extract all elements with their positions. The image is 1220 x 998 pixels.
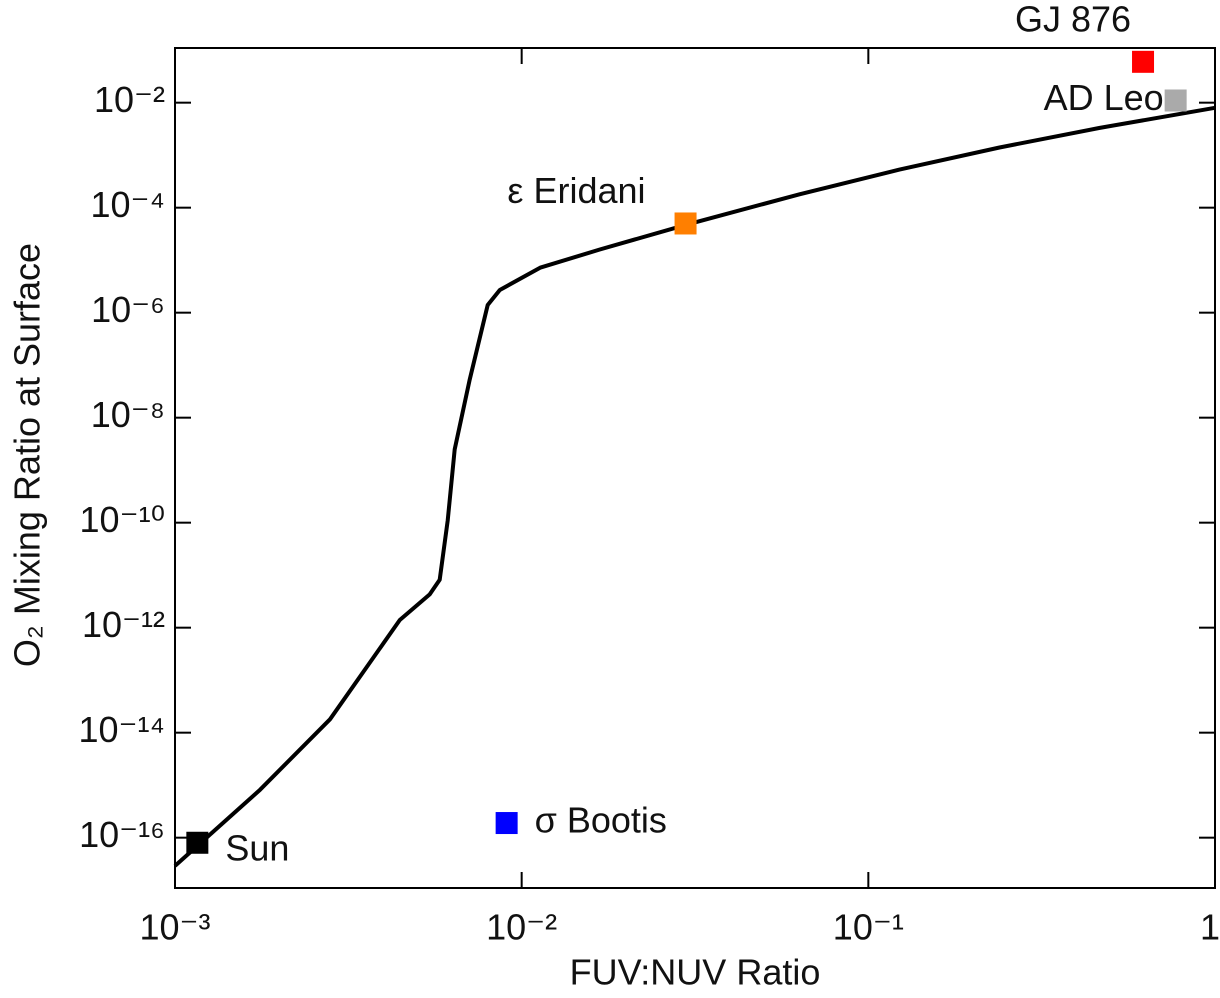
x-tick-label: 10⁻³ <box>139 907 210 948</box>
y-tick-label: 10⁻¹⁰ <box>80 499 165 540</box>
point-label: AD Leo <box>1044 77 1164 118</box>
point-label: σ Bootis <box>535 800 667 841</box>
y-tick-label: 10⁻¹² <box>82 604 165 645</box>
y-tick-label: 10⁻⁶ <box>91 289 165 330</box>
y-axis-label: O₂ Mixing Ratio at Surface <box>7 243 48 667</box>
x-tick-label: 10⁻¹ <box>833 907 904 948</box>
y-tick-label: 10⁻¹⁴ <box>78 709 165 750</box>
plot-frame <box>174 47 1216 889</box>
y-tick-label: 10⁻¹⁶ <box>79 814 165 855</box>
point <box>1164 89 1187 112</box>
y-tick-label: 10⁻⁸ <box>91 394 165 435</box>
y-tick-label: 10⁻⁴ <box>90 184 165 225</box>
point-label: Sun <box>225 827 289 868</box>
x-tick-label: 10⁻² <box>486 907 557 948</box>
point <box>674 212 697 235</box>
x-tick-label: 1 <box>1200 907 1220 948</box>
y-tick-label: 10⁻² <box>94 79 165 120</box>
point <box>186 831 209 854</box>
point-label: ε Eridani <box>507 170 645 211</box>
point-label: GJ 876 <box>1015 0 1131 39</box>
point <box>495 812 518 835</box>
point <box>1132 50 1155 73</box>
x-axis-label: FUV:NUV Ratio <box>570 952 821 993</box>
curve <box>173 105 1216 868</box>
